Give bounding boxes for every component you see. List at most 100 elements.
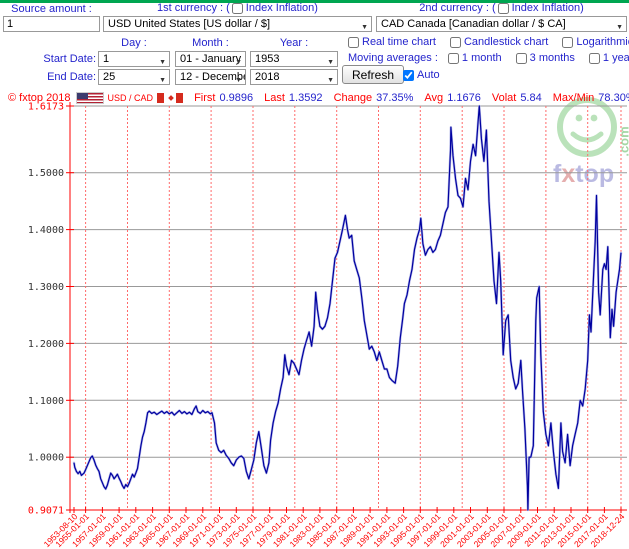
chevron-down-icon: ▼ — [235, 77, 242, 84]
chevron-down-icon: ▼ — [235, 59, 242, 66]
x-tick-label: 1975-01-01 — [221, 511, 259, 549]
month-label: Month : — [192, 37, 229, 49]
copyright-text: © fxtop 2018 — [8, 92, 71, 104]
chevron-down-icon: ▼ — [159, 77, 166, 84]
x-tick-label: 1969-01-01 — [170, 511, 208, 549]
x-tick-label: 1953-08-10 — [42, 511, 80, 549]
top-border — [0, 0, 629, 3]
x-tick-label: 1995-01-01 — [388, 511, 426, 549]
x-tick-label: 1993-01-01 — [371, 511, 409, 549]
y-tick-label: 0.9071 — [28, 506, 64, 517]
x-tick-label: 1987-01-01 — [321, 511, 359, 549]
x-tick-label: 1973-01-01 — [204, 511, 242, 549]
x-tick-label: 1981-01-01 — [271, 511, 309, 549]
ma-1month-label: 1 month — [461, 52, 502, 64]
start-date-label: Start Date: — [43, 53, 96, 65]
x-tick-label: 1957-01-01 — [70, 511, 108, 549]
y-tick-label: 1.4000 — [28, 225, 64, 236]
source-amount-label: Source amount : — [11, 3, 92, 15]
day-label: Day : — [121, 37, 147, 49]
start-day-select[interactable]: 1 ▼ — [98, 51, 170, 67]
stat-change-value: 37.35% — [376, 92, 414, 104]
stat-volat-label: Volat — [491, 92, 517, 104]
y-tick-label: 1.3000 — [28, 282, 64, 293]
stat-last-value: 1.3592 — [288, 92, 323, 104]
end-day-select[interactable]: 25 ▼ — [98, 69, 170, 85]
stat-first-value: 0.9896 — [219, 92, 254, 104]
end-month-select[interactable]: 12 - December ▼ — [175, 69, 246, 85]
first-currency-value: USD United States [US dollar / $] — [108, 18, 271, 30]
x-tick-label: 2009-01-01 — [505, 511, 543, 549]
start-year-select[interactable]: 1953 ▼ — [250, 51, 338, 67]
first-currency-select[interactable]: USD United States [US dollar / $] ▼ — [103, 16, 372, 32]
x-tick-label: 1977-01-01 — [237, 511, 275, 549]
second-currency-inflation-checkbox[interactable] — [497, 2, 509, 14]
second-currency-inflation-label: Index Inflation) — [511, 2, 584, 14]
x-tick-label: 1983-01-01 — [287, 511, 325, 549]
chevron-down-icon: ▼ — [361, 24, 368, 31]
year-label: Year : — [279, 37, 309, 49]
end-month-value: 12 - December — [180, 71, 246, 83]
stat-volat-value: 5.84 — [520, 92, 542, 104]
logarithmic-scale-label: Logarithmic scale — [576, 36, 629, 48]
y-tick-label: 1.5000 — [28, 168, 64, 179]
us-flag-icon — [75, 92, 104, 104]
x-tick-label: 1985-01-01 — [304, 511, 342, 549]
x-tick-label: 1963-01-01 — [120, 511, 158, 549]
auto-refresh-label: Auto — [417, 69, 440, 81]
stat-change-label: Change — [333, 92, 373, 104]
y-tick-label: 1.2000 — [28, 339, 64, 350]
ma-1year-checkbox[interactable] — [588, 52, 600, 64]
auto-refresh-checkbox[interactable] — [403, 69, 414, 81]
logo-tld: .com — [616, 126, 629, 157]
logarithmic-scale-checkbox[interactable] — [562, 36, 574, 48]
end-day-value: 25 — [103, 71, 116, 83]
real-time-chart-label: Real time chart — [362, 36, 436, 48]
x-tick-label: 1989-01-01 — [338, 511, 376, 549]
candlestick-chart-checkbox[interactable] — [449, 36, 461, 48]
ma-1month-checkbox[interactable] — [447, 52, 459, 64]
end-year-select[interactable]: 2018 ▼ — [250, 69, 338, 85]
refresh-button[interactable]: Refresh — [342, 65, 405, 84]
x-tick-label: 2005-01-01 — [472, 511, 510, 549]
x-tick-label: 1955-01-01 — [53, 511, 91, 549]
x-tick-label: 1991-01-01 — [354, 511, 392, 549]
x-tick-label: 2015-01-01 — [555, 511, 593, 549]
ma-1year-label: 1 year — [602, 52, 629, 64]
moving-averages-label: Moving averages : — [348, 52, 438, 64]
ma-3months-checkbox[interactable] — [515, 52, 527, 64]
stat-first-label: First — [194, 92, 216, 104]
start-year-value: 1953 — [255, 53, 280, 65]
x-tick-label: 2018-12-24 — [589, 511, 627, 549]
start-month-value: 01 - January — [180, 53, 242, 65]
second-currency-value: CAD Canada [Canadian dollar / $ CA] — [381, 18, 566, 30]
first-currency-inflation-checkbox[interactable] — [231, 2, 243, 14]
second-currency-label: 2nd currency : ( — [419, 2, 496, 14]
start-month-select[interactable]: 01 - January ▼ — [175, 51, 246, 67]
first-currency-inflation-label: Index Inflation) — [245, 2, 318, 14]
logo-wordmark: fxtop — [553, 160, 615, 188]
stat-avg-value: 1.1676 — [447, 92, 481, 104]
start-day-value: 1 — [103, 53, 110, 65]
price-line-halo — [72, 104, 623, 512]
canada-flag-icon — [157, 93, 184, 103]
x-tick-label: 2013-01-01 — [539, 511, 577, 549]
y-tick-label: 1.0000 — [28, 453, 64, 464]
end-year-value: 2018 — [255, 71, 280, 83]
currency-pair-label: USD / CAD — [107, 93, 154, 103]
x-tick-label: 2001-01-01 — [438, 511, 476, 549]
stat-maxmin-value: 78.30% — [598, 92, 629, 104]
source-amount-input[interactable] — [3, 16, 100, 32]
chevron-down-icon: ▼ — [327, 59, 334, 66]
ma-3months-label: 3 months — [529, 52, 575, 64]
real-time-chart-checkbox[interactable] — [348, 36, 359, 48]
x-tick-label: 1997-01-01 — [405, 511, 443, 549]
chevron-down-icon: ▼ — [159, 59, 166, 66]
x-tick-label: 1967-01-01 — [154, 511, 192, 549]
first-currency-label: 1st currency : ( — [157, 2, 230, 14]
chart-header: © fxtop 2018 USD / CAD First 0.9896 Last 1… — [8, 92, 629, 104]
x-tick-label: 1979-01-01 — [254, 511, 292, 549]
chevron-down-icon: ▼ — [616, 24, 623, 31]
second-currency-select[interactable]: CAD Canada [Canadian dollar / $ CA] ▼ — [376, 16, 627, 32]
candlestick-chart-label: Candlestick chart — [463, 36, 549, 48]
